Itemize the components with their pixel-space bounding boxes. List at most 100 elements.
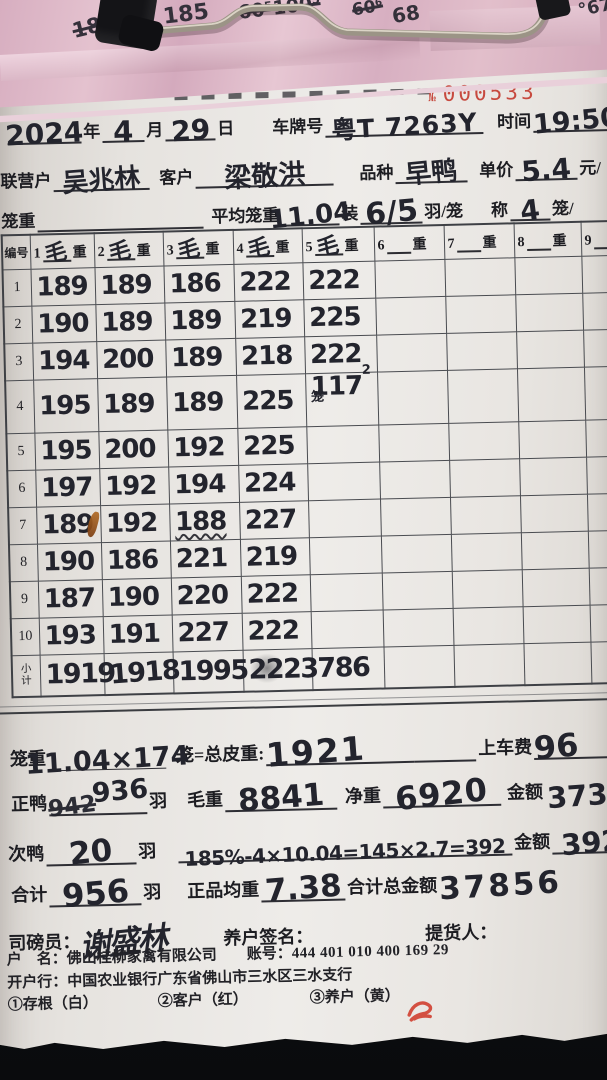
cell [379, 496, 451, 536]
row-index: 6 [7, 469, 37, 508]
cell: 190 [31, 304, 97, 343]
cell [308, 535, 382, 575]
time-value: 19:50 [531, 101, 607, 141]
cell: 2223 [242, 648, 318, 692]
cell [515, 292, 584, 332]
good-count: 936 [90, 772, 150, 810]
row-index: 5 [6, 432, 36, 471]
gross-mark: 毛 [315, 233, 342, 262]
cell [446, 331, 517, 370]
cell: 225 [236, 373, 307, 428]
cell: 192 [167, 427, 239, 467]
amount-label: 金额 [506, 781, 544, 803]
cell [306, 424, 380, 464]
cell: 222 [302, 260, 376, 300]
cell: 1995 [172, 649, 248, 694]
cell [380, 533, 452, 573]
weigh-value: 4 [518, 192, 542, 228]
cell [374, 258, 446, 298]
plate-label: 车牌号 [272, 116, 324, 137]
cell: 194 [168, 464, 240, 504]
cell [518, 419, 587, 459]
cell [585, 418, 607, 457]
cull-count: 20 [67, 832, 115, 873]
struck-count: 942 [46, 791, 98, 824]
tare-total: 1921 [264, 728, 368, 776]
row-index: 3 [4, 342, 34, 381]
cell: 187 [37, 579, 103, 618]
gross-mark: 毛 [107, 238, 134, 267]
cell: 190 [101, 577, 172, 617]
subtotal-label: 小计 [11, 654, 41, 698]
net-label: 净重 [344, 785, 382, 807]
cell: 192 [99, 466, 170, 506]
form-paper: № 000533 2024 年 4 月 29 日 车牌号 粤T 7263Y 时间… [0, 58, 607, 1049]
month-label: 月 [146, 120, 164, 140]
date-line: 2024 年 4 月 29 日 车牌号 粤T 7263Y 时间 19:50〜 [4, 98, 607, 152]
breed-label: 品种 [359, 163, 394, 183]
cell [581, 254, 607, 293]
cell: 1172笼 [305, 363, 379, 427]
cell [449, 458, 520, 497]
cell [521, 567, 590, 607]
cell [453, 643, 525, 687]
cell: 218 [235, 336, 306, 375]
cell: 227 [239, 500, 309, 539]
day-value: 29 [169, 112, 211, 149]
cell: 200 [98, 429, 169, 469]
good-duck-line: 正鸭 942 936 羽 毛重 8841 净重 6920 金额 37368 [9, 770, 607, 823]
cell [445, 294, 517, 333]
cell [590, 640, 607, 684]
tare-calc: 11.04×174 [24, 739, 191, 781]
row-index: 10 [10, 617, 40, 656]
cell [514, 255, 583, 295]
cell [378, 422, 450, 462]
year-label: 年 [83, 122, 101, 142]
account-no-label: 账号： [246, 945, 292, 963]
cell: 222 [240, 574, 311, 613]
cell: 1919 [39, 653, 115, 697]
cell [520, 530, 589, 570]
cell: 195 [34, 431, 100, 470]
cell [376, 332, 447, 372]
cell: 195 [33, 378, 99, 433]
cell [519, 456, 587, 496]
cell: 194 [32, 341, 98, 380]
cull-formula: 185%-4×10.04=145×2.7=392 [184, 833, 507, 872]
price-label: 单价 [479, 160, 514, 181]
cell [375, 295, 447, 335]
cell: 225 [303, 297, 377, 337]
month-value: 4 [112, 114, 134, 149]
tare-line: 笼重 11.04×174 笼=总皮重: 1921 上车费 96 [8, 726, 607, 781]
cull-amount: 392 [559, 822, 607, 863]
cell: 227 [171, 612, 243, 652]
bank-branch-label: 开户行： [7, 974, 68, 992]
account-no: 444 401 010 400 169 29 [291, 942, 450, 962]
account-name-label: 户 名： [6, 951, 67, 969]
row-index: 4 [5, 379, 35, 434]
year-value: 2024 [4, 114, 85, 153]
cell: 193 [38, 616, 104, 655]
cell: 186 [163, 263, 235, 303]
cell: 189 [165, 337, 237, 377]
fee-label: 上车费 [477, 737, 533, 759]
cell [522, 604, 591, 644]
cell: 189 [164, 300, 236, 340]
time-label: 时间 [496, 111, 532, 132]
cell: 197 [35, 468, 101, 507]
customer-label: 客户 [159, 167, 194, 188]
cell: 188 [169, 501, 240, 541]
avg-weight-label: 正品均重 [186, 879, 260, 902]
cell [381, 570, 453, 610]
cell [451, 569, 523, 608]
cell [516, 329, 584, 369]
cell [383, 644, 455, 689]
net-value: 6920 [393, 770, 491, 819]
cell [516, 366, 586, 422]
cell [523, 641, 592, 686]
day-label: 日 [217, 118, 235, 139]
gross-value: 8841 [236, 776, 326, 820]
